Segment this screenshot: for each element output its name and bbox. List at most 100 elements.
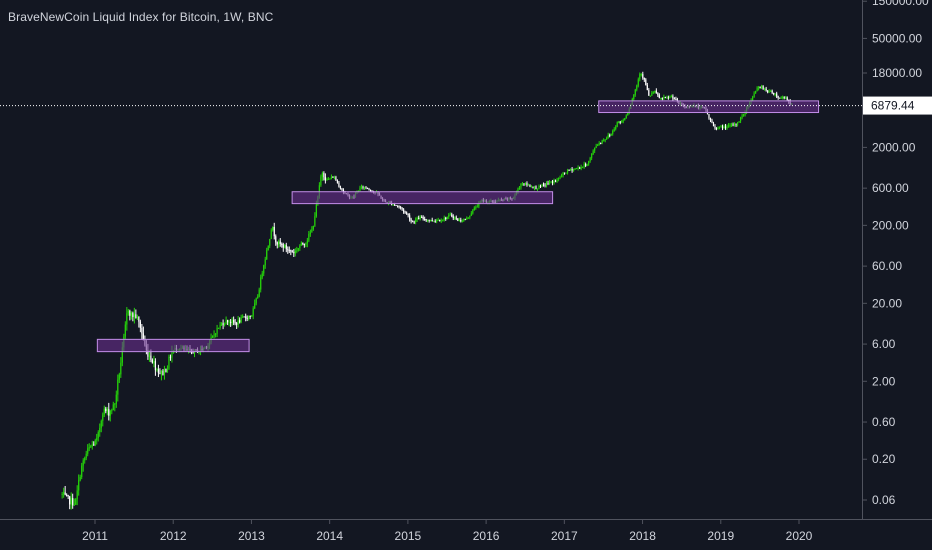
candle-body xyxy=(121,347,123,363)
candle-body xyxy=(538,185,540,189)
candle-body xyxy=(616,122,618,127)
candle-body xyxy=(369,189,372,191)
candle-body xyxy=(591,154,593,158)
candle-body xyxy=(85,453,87,459)
candle-body xyxy=(213,334,215,336)
candle-body xyxy=(571,168,573,171)
candle-body xyxy=(579,167,581,169)
candle-body xyxy=(469,215,471,218)
candle-body xyxy=(618,121,620,123)
last-price-label: 6879.44 xyxy=(871,99,915,113)
candle-body xyxy=(88,447,90,449)
candle-body xyxy=(282,244,284,248)
candle-body xyxy=(63,492,65,495)
candle-body xyxy=(724,126,727,129)
candle-body xyxy=(305,243,307,245)
candle-body xyxy=(100,420,102,428)
candle-body xyxy=(430,219,432,221)
candle-body xyxy=(418,218,420,220)
candle-body xyxy=(645,79,647,86)
candle-body xyxy=(615,126,617,130)
candle-body xyxy=(440,220,442,222)
x-tick-label: 2014 xyxy=(316,529,343,543)
candle-body xyxy=(436,220,438,222)
candle-body xyxy=(236,323,238,325)
candle-body xyxy=(99,427,101,432)
candle-body xyxy=(359,187,361,191)
candle-body xyxy=(118,374,120,380)
candle-body xyxy=(779,97,781,99)
candle-body xyxy=(294,250,296,254)
x-tick-label: 2017 xyxy=(551,529,578,543)
candle-body xyxy=(129,310,131,316)
candle-body xyxy=(604,139,606,141)
x-tick-label: 2011 xyxy=(82,529,108,543)
candle-body xyxy=(87,448,89,454)
candle-body xyxy=(651,92,653,96)
candle-body xyxy=(764,88,766,90)
candle-body xyxy=(606,137,608,140)
candle-body xyxy=(410,219,412,222)
candle-body xyxy=(669,96,671,99)
candle-body xyxy=(284,245,286,248)
candle-body xyxy=(639,74,641,80)
y-tick-label: 2000.00 xyxy=(872,140,916,154)
candle-body xyxy=(365,186,367,188)
candle-body xyxy=(257,296,259,299)
candle-body xyxy=(610,133,612,136)
candle-body xyxy=(120,362,122,375)
candle-body xyxy=(466,218,468,220)
candle-body xyxy=(589,157,591,161)
candle-body xyxy=(565,172,567,174)
candle-body xyxy=(276,242,278,245)
candle-body xyxy=(601,140,603,144)
candle-body xyxy=(97,431,99,439)
y-tick-label: 60.00 xyxy=(872,259,902,273)
candle-body xyxy=(338,182,340,187)
candle-body xyxy=(75,499,77,505)
candle-body xyxy=(396,205,399,207)
candle-body xyxy=(735,123,737,125)
candle-body xyxy=(607,135,609,138)
candle-body xyxy=(755,90,757,94)
candle-body xyxy=(676,99,678,102)
candle-body xyxy=(124,324,126,337)
candle-body xyxy=(296,250,298,252)
candle-body xyxy=(625,115,627,119)
candle-body xyxy=(539,185,542,187)
annotation-rectangle xyxy=(96,338,250,353)
candle-body xyxy=(711,120,713,124)
candle-body xyxy=(79,477,81,481)
candle-body xyxy=(782,97,784,99)
candle-body xyxy=(299,245,301,249)
candle-body xyxy=(670,96,672,98)
candle-body xyxy=(230,321,232,323)
candle-body xyxy=(293,252,295,254)
candle-body xyxy=(308,234,310,241)
y-tick-label: 6.00 xyxy=(872,337,896,351)
candle-body xyxy=(592,150,594,155)
candle-body xyxy=(646,85,648,91)
candle-body xyxy=(239,320,241,323)
candle-body xyxy=(717,126,719,129)
candle-body xyxy=(76,490,78,500)
candle-body xyxy=(150,355,152,360)
candle-body xyxy=(672,96,674,99)
candle-body xyxy=(762,86,764,90)
candle-body xyxy=(329,178,331,180)
candle-body xyxy=(758,87,760,89)
candle-body xyxy=(473,207,475,210)
candle-body xyxy=(729,125,731,127)
candle-body xyxy=(475,207,477,209)
candle-body xyxy=(660,97,662,99)
candle-body xyxy=(582,166,584,168)
candle-body xyxy=(401,207,403,210)
candle-body xyxy=(643,77,645,80)
candle-body xyxy=(714,126,716,128)
candle-body xyxy=(720,126,722,128)
candle-body xyxy=(255,298,257,304)
candle-body xyxy=(275,236,277,243)
candle-body xyxy=(406,212,408,214)
